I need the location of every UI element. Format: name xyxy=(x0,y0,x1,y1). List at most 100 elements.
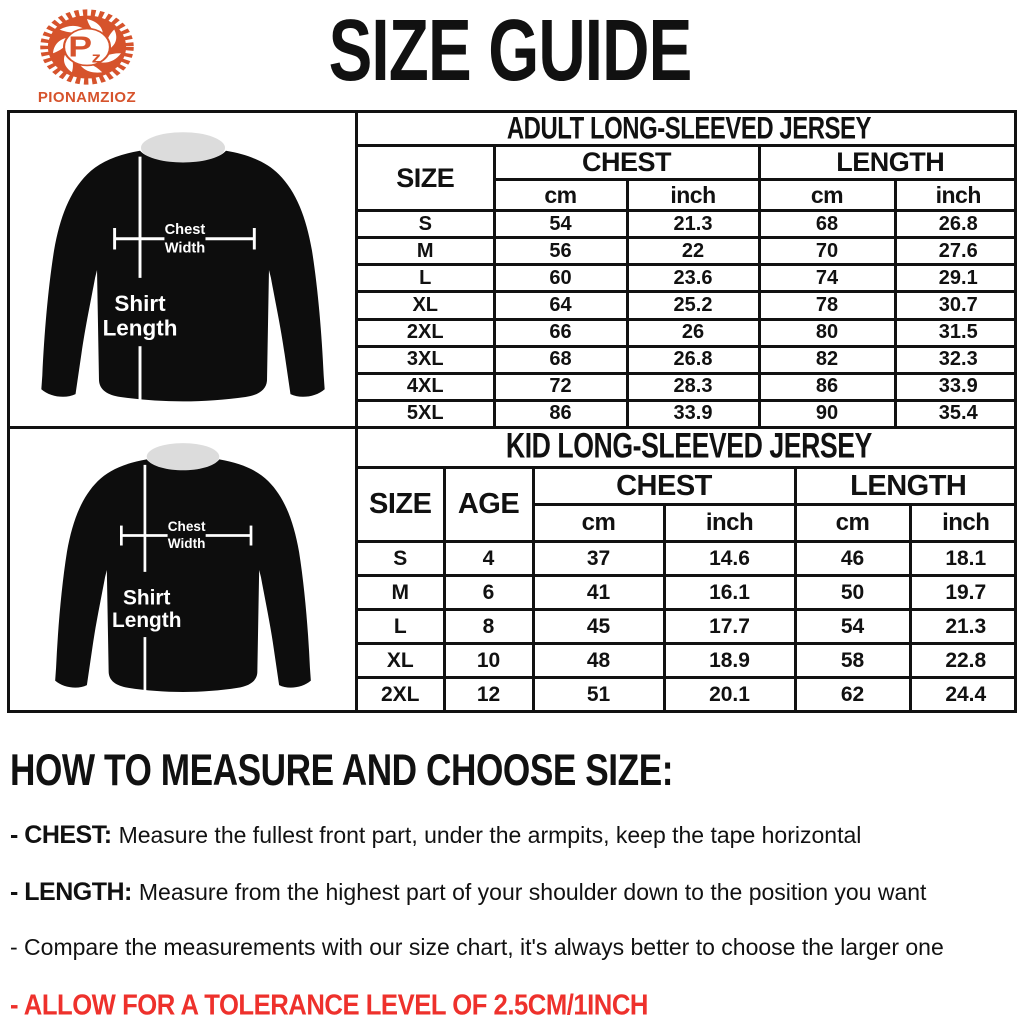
chest-inch-cell: 18.9 xyxy=(662,642,797,680)
kid-shirt-diagram: Chest Width Shirt Length xyxy=(10,429,358,710)
compare-instruction-text: - Compare the measurements with our size… xyxy=(10,934,944,960)
length-inch-cell: 22.8 xyxy=(908,642,1014,680)
length-inch-header: inch xyxy=(908,503,1014,543)
adult-row-5xl: 5XL 86 33.9 90 35.4 xyxy=(358,398,1014,426)
chest-inch-cell: 22 xyxy=(625,236,761,267)
chest-inch-cell: 33.9 xyxy=(625,398,761,426)
chest-cm-cell: 56 xyxy=(492,236,629,267)
kid-table-title-text: KID LONG-SLEEVED JERSEY xyxy=(506,429,873,467)
length-cm-cell: 82 xyxy=(757,344,897,375)
chest-inch-cell: 14.6 xyxy=(662,539,797,578)
length-inch-cell: 33.9 xyxy=(893,371,1014,402)
adult-table-title-text: ADULT LONG-SLEEVED JERSEY xyxy=(506,113,872,146)
length-instruction-label: - LENGTH: xyxy=(10,878,132,906)
brand-name: PIONAMZIOZ xyxy=(37,89,137,106)
age-cell: 4 xyxy=(442,539,535,578)
size-cell: S xyxy=(358,208,496,240)
chest-cm-cell: 72 xyxy=(492,371,629,402)
adult-row-m: M 56 22 70 27.6 xyxy=(358,236,1014,267)
adult-header-row: SIZE CHEST LENGTH xyxy=(358,144,1014,212)
chest-inch-cell: 26.8 xyxy=(625,344,761,375)
length-inch-cell: 21.3 xyxy=(908,608,1014,646)
chest-inch-cell: 26 xyxy=(625,317,761,348)
chest-column-header: CHEST xyxy=(492,144,761,181)
chest-cm-header: cm xyxy=(531,503,666,543)
shirt-length-label-line2: Length xyxy=(102,315,177,340)
length-cm-cell: 86 xyxy=(757,371,897,402)
chest-inch-cell: 20.1 xyxy=(662,676,797,710)
shirt-length-label-line1: Shirt xyxy=(122,586,170,609)
length-inch-cell: 27.6 xyxy=(893,236,1014,267)
adult-jersey-graphic: Chest Width Shirt Length xyxy=(40,131,325,411)
logo-letter-p: P xyxy=(68,31,92,63)
kid-row-m: M 6 41 16.1 50 19.7 xyxy=(358,574,1014,612)
size-cell: XL xyxy=(358,290,496,321)
length-instruction-text: Measure from the highest part of your sh… xyxy=(138,879,927,905)
size-cell: 3XL xyxy=(358,344,496,375)
size-cell: 4XL xyxy=(358,371,496,402)
chest-inch-cell: 25.2 xyxy=(625,290,761,321)
adult-row-4xl: 4XL 72 28.3 86 33.9 xyxy=(358,371,1014,402)
jersey-silhouette xyxy=(40,150,325,401)
chest-instruction-label: - CHEST: xyxy=(10,821,112,849)
chest-width-label-line2: Width xyxy=(164,240,205,256)
adult-table-title-row: ADULT LONG-SLEEVED JERSEY xyxy=(358,113,1014,147)
length-cm-cell: 90 xyxy=(757,398,897,426)
compare-instruction: - Compare the measurements with our size… xyxy=(10,934,1020,962)
chest-width-label-line1: Chest xyxy=(164,221,205,237)
length-inch-cell: 18.1 xyxy=(908,539,1014,578)
length-inch-cell: 29.1 xyxy=(893,263,1014,294)
chest-cm-cell: 86 xyxy=(492,398,629,426)
adult-row-xl: XL 64 25.2 78 30.7 xyxy=(358,290,1014,321)
shirt-length-label-line2: Length xyxy=(111,609,180,632)
length-cm-cell: 78 xyxy=(757,290,897,321)
adult-row-2xl: 2XL 66 26 80 31.5 xyxy=(358,317,1014,348)
chest-width-label-line1: Chest xyxy=(167,519,205,534)
length-cm-cell: 50 xyxy=(793,574,912,612)
length-cm-cell: 46 xyxy=(793,539,912,578)
chest-cm-header: cm xyxy=(492,178,629,212)
tolerance-note: - ALLOW FOR A TOLERANCE LEVEL OF 2.5CM/1… xyxy=(10,989,1020,1021)
chest-width-label-line2: Width xyxy=(167,536,205,551)
kid-table-title: KID LONG-SLEEVED JERSEY xyxy=(358,429,1014,469)
length-inch-cell: 32.3 xyxy=(893,344,1014,375)
chest-cm-cell: 54 xyxy=(492,208,629,240)
length-cm-header: cm xyxy=(793,503,912,543)
size-cell: 2XL xyxy=(358,317,496,348)
length-cm-header: cm xyxy=(757,178,897,212)
length-inch-cell: 35.4 xyxy=(893,398,1014,426)
length-cm-cell: 58 xyxy=(793,642,912,680)
size-column-header: SIZE xyxy=(358,466,446,543)
size-chart-box: Chest Width Shirt Length ADULT LONG-SLEE… xyxy=(7,110,1017,713)
kid-units-row: cm inch cm inch xyxy=(358,503,1014,543)
size-cell: L xyxy=(358,608,446,646)
chest-inch-header: inch xyxy=(625,178,761,212)
length-inch-header: inch xyxy=(893,178,1014,212)
adult-table-title: ADULT LONG-SLEEVED JERSEY xyxy=(358,113,1014,147)
sawblade-logo-icon: P z xyxy=(40,9,134,85)
size-cell: XL xyxy=(358,642,446,680)
logo-letter-z: z xyxy=(92,49,101,66)
size-cell: M xyxy=(358,236,496,267)
chest-inch-cell: 17.7 xyxy=(662,608,797,646)
chest-cm-cell: 45 xyxy=(531,608,666,646)
length-inch-cell: 19.7 xyxy=(908,574,1014,612)
chest-cm-cell: 64 xyxy=(492,290,629,321)
how-to-measure-section: HOW TO MEASURE AND CHOOSE SIZE: - CHEST:… xyxy=(10,746,1020,1021)
adult-shirt-diagram: Chest Width Shirt Length xyxy=(10,113,358,426)
age-cell: 12 xyxy=(442,676,535,710)
length-cm-cell: 80 xyxy=(757,317,897,348)
size-cell: M xyxy=(358,574,446,612)
size-cell: L xyxy=(358,263,496,294)
size-cell: 2XL xyxy=(358,676,446,710)
shirt-length-label-line1: Shirt xyxy=(114,291,166,316)
page-title-text: SIZE GUIDE xyxy=(328,0,693,99)
length-cm-cell: 54 xyxy=(793,608,912,646)
adult-row-s: S 54 21.3 68 26.8 xyxy=(358,208,1014,240)
length-column-header: LENGTH xyxy=(757,144,1014,181)
chest-instruction: - CHEST: Measure the fullest front part, … xyxy=(10,820,1020,850)
brand-block: P z PIONAMZIOZ xyxy=(14,6,160,106)
kid-row-l: L 8 45 17.7 54 21.3 xyxy=(358,608,1014,646)
chest-cm-cell: 60 xyxy=(492,263,629,294)
